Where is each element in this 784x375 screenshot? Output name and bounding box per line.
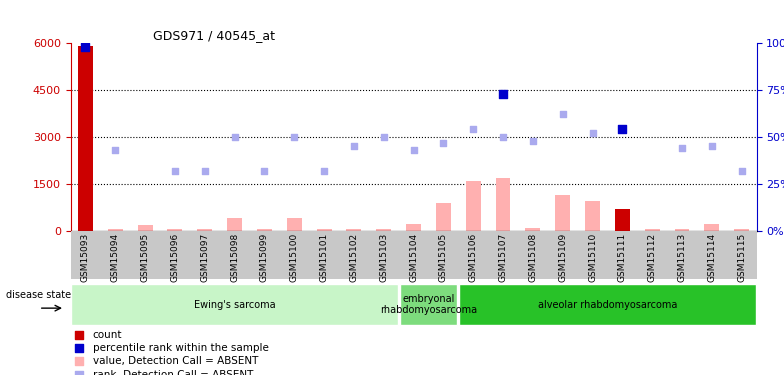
Point [258, 168, 270, 174]
Point [706, 143, 718, 149]
Point [228, 134, 241, 140]
Text: alveolar rhabdomyosarcoma: alveolar rhabdomyosarcoma [538, 300, 677, 310]
Bar [436, 202, 451, 231]
Bar [376, 229, 391, 231]
Bar [138, 225, 153, 231]
Text: GSM15115: GSM15115 [737, 233, 746, 282]
Point [485, 106, 497, 112]
Text: GSM15108: GSM15108 [528, 233, 537, 282]
Text: percentile rank within the sample: percentile rank within the sample [93, 343, 268, 353]
Text: GSM15100: GSM15100 [290, 233, 299, 282]
Point [676, 145, 688, 151]
Bar [555, 195, 570, 231]
Point [347, 143, 360, 149]
Text: GSM15110: GSM15110 [588, 233, 597, 282]
Text: GSM15113: GSM15113 [677, 233, 687, 282]
Bar [459, 284, 756, 325]
Point [497, 91, 510, 97]
Point [408, 147, 420, 153]
Text: count: count [93, 330, 122, 340]
Bar [704, 224, 719, 231]
Point [198, 168, 211, 174]
Bar [257, 229, 272, 231]
Point [527, 138, 539, 144]
Text: GSM15102: GSM15102 [350, 233, 358, 282]
Text: value, Detection Call = ABSENT: value, Detection Call = ABSENT [93, 356, 258, 366]
Text: GSM15109: GSM15109 [558, 233, 567, 282]
Point [109, 147, 122, 153]
Bar [227, 218, 242, 231]
Point [318, 168, 330, 174]
Bar [400, 284, 457, 325]
Point [735, 168, 748, 174]
Point [79, 44, 92, 50]
Bar [108, 229, 123, 231]
Text: disease state: disease state [6, 290, 71, 300]
Text: GSM15099: GSM15099 [260, 233, 269, 282]
Bar [78, 46, 93, 231]
Text: GSM15097: GSM15097 [200, 233, 209, 282]
Text: Ewing's sarcoma: Ewing's sarcoma [194, 300, 275, 310]
Text: GSM15106: GSM15106 [469, 233, 477, 282]
Bar [466, 181, 481, 231]
Text: GSM15098: GSM15098 [230, 233, 239, 282]
Bar [168, 229, 183, 231]
Text: GSM15094: GSM15094 [111, 233, 120, 282]
Bar [615, 209, 630, 231]
Text: GDS971 / 40545_at: GDS971 / 40545_at [153, 29, 275, 42]
Bar [495, 177, 510, 231]
Text: GSM15095: GSM15095 [140, 233, 150, 282]
Text: GSM15114: GSM15114 [707, 233, 717, 282]
Bar [585, 201, 600, 231]
Bar [71, 284, 397, 325]
Point [169, 168, 181, 174]
Text: GSM15096: GSM15096 [170, 233, 180, 282]
Bar [317, 229, 332, 231]
Text: GSM15107: GSM15107 [499, 233, 507, 282]
Bar [734, 229, 749, 231]
Bar [406, 224, 421, 231]
Point [377, 134, 390, 140]
Text: GSM15104: GSM15104 [409, 233, 418, 282]
Point [616, 126, 629, 132]
Text: GSM15101: GSM15101 [320, 233, 328, 282]
Text: GSM15093: GSM15093 [81, 233, 90, 282]
Text: GSM15103: GSM15103 [379, 233, 388, 282]
Bar [287, 218, 302, 231]
Text: embryonal
rhabdomyosarcoma: embryonal rhabdomyosarcoma [380, 294, 477, 315]
Point [485, 225, 497, 231]
Point [586, 130, 599, 136]
Text: rank, Detection Call = ABSENT: rank, Detection Call = ABSENT [93, 369, 253, 375]
Point [288, 134, 300, 140]
Point [616, 126, 629, 132]
Bar [644, 229, 659, 231]
Bar [198, 229, 212, 231]
Point [485, 344, 497, 350]
Bar [615, 229, 630, 231]
Text: GSM15111: GSM15111 [618, 233, 627, 282]
Point [467, 126, 480, 132]
Text: GSM15105: GSM15105 [439, 233, 448, 282]
Point [557, 111, 569, 117]
Point [437, 140, 450, 146]
Bar [525, 228, 540, 231]
Text: GSM15112: GSM15112 [648, 233, 657, 282]
Point [497, 134, 510, 140]
Bar [674, 229, 689, 231]
Bar [347, 229, 361, 231]
